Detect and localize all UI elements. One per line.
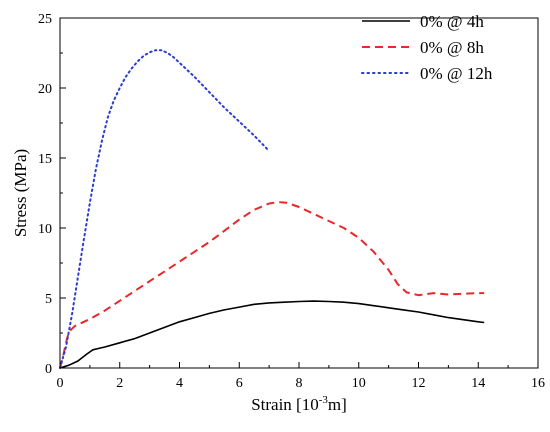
axis-tick-labels: 0 2 4 6 8 10 12 14 16 0 5 10 15 20 25 — [38, 12, 545, 391]
y-tick-label: 10 — [38, 222, 52, 237]
y-tick-label: 5 — [45, 292, 52, 307]
x-tick-label: 12 — [412, 376, 426, 391]
y-tick-label: 20 — [38, 82, 52, 97]
x-axis-title: Strain [10-3m] — [251, 394, 347, 414]
x-tick-label: 4 — [176, 376, 183, 391]
x-tick-label: 0 — [57, 376, 64, 391]
y-axis-title: Stress (MPa) — [11, 149, 30, 237]
y-tick-label: 15 — [38, 152, 52, 167]
x-tick-label: 2 — [116, 376, 123, 391]
x-axis-title-main: Strain [10 — [251, 395, 319, 414]
y-tick-label: 25 — [38, 12, 52, 27]
axis-ticks — [59, 17, 539, 369]
x-tick-label: 16 — [531, 376, 545, 391]
legend-label-4h: 0% @ 4h — [420, 12, 484, 31]
x-tick-label: 10 — [352, 376, 366, 391]
series-line-12h — [59, 49, 271, 369]
legend-label-12h: 0% @ 12h — [420, 64, 493, 83]
legend-label-8h: 0% @ 8h — [420, 38, 484, 57]
series-line-8h — [59, 201, 485, 369]
plot-series — [59, 49, 485, 369]
x-tick-label: 14 — [471, 376, 485, 391]
y-tick-label: 0 — [45, 362, 52, 377]
legend: 0% @ 4h 0% @ 8h 0% @ 12h — [361, 12, 493, 83]
x-axis-title-superscript: -3 — [319, 394, 329, 406]
x-tick-label: 6 — [236, 376, 243, 391]
x-axis-title-end: m] — [328, 395, 347, 414]
x-tick-label: 8 — [296, 376, 303, 391]
series-line-4h — [59, 300, 485, 369]
